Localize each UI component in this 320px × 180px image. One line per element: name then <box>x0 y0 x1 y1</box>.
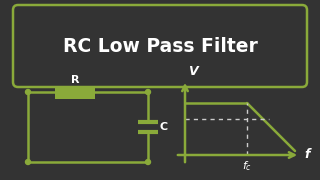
FancyBboxPatch shape <box>13 5 307 87</box>
Text: f: f <box>304 148 309 161</box>
Circle shape <box>26 159 30 165</box>
Text: RC Low Pass Filter: RC Low Pass Filter <box>63 37 257 55</box>
Circle shape <box>26 89 30 94</box>
Text: $f_c$: $f_c$ <box>242 159 252 173</box>
Circle shape <box>146 159 150 165</box>
Bar <box>55 86 95 98</box>
Text: C: C <box>160 122 168 132</box>
Circle shape <box>146 89 150 94</box>
Text: R: R <box>71 75 79 85</box>
Text: V: V <box>188 65 198 78</box>
